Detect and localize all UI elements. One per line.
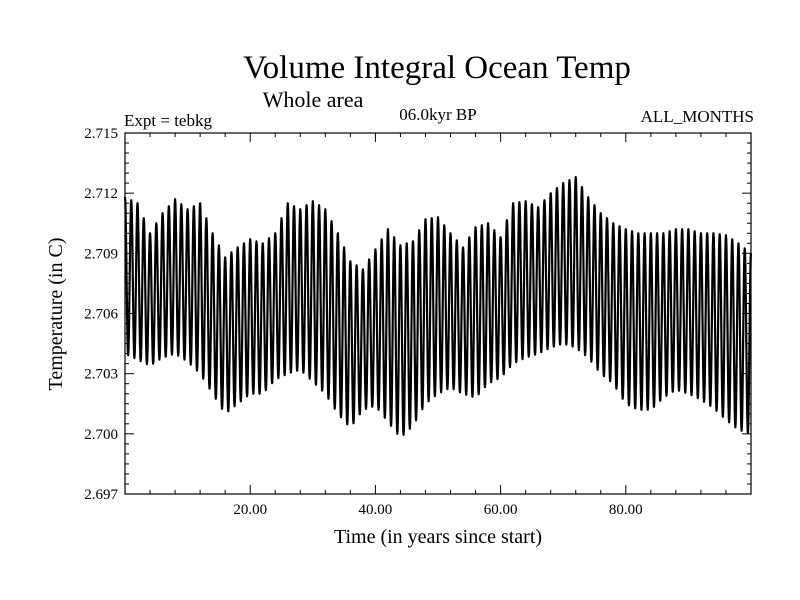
y-tick-label: 2.709	[84, 246, 118, 262]
x-tick-label: 60.00	[484, 502, 518, 518]
experiment-label: Expt = tebkg	[124, 111, 212, 130]
x-tick-label: 20.00	[233, 502, 267, 518]
y-tick-label: 2.712	[84, 186, 118, 202]
axis-ticks	[124, 132, 752, 495]
y-axis-label: Temperature (in C)	[45, 238, 67, 391]
y-tick-label: 2.697	[84, 487, 118, 503]
plot-frame	[124, 132, 752, 495]
months-label: ALL_MONTHS	[641, 107, 754, 126]
y-tick-labels: 2.697 2.700 2.703 2.706 2.709 2.712 2.715	[84, 126, 118, 503]
x-tick-label: 40.00	[359, 502, 393, 518]
series-line	[123, 176, 753, 436]
x-tick-labels: 20.00 40.00 60.00 80.00	[233, 502, 642, 518]
y-tick-label: 2.703	[84, 367, 118, 383]
chart-subtitle: Whole area	[263, 87, 364, 112]
chart-title: Volume Integral Ocean Temp	[243, 50, 631, 86]
x-axis-label: Time (in years since start)	[334, 526, 542, 548]
period-label: 06.0kyr BP	[399, 105, 476, 124]
x-tick-label: 80.00	[609, 502, 643, 518]
y-tick-label: 2.700	[84, 427, 118, 443]
y-tick-label: 2.706	[84, 307, 118, 323]
y-tick-label: 2.715	[84, 126, 118, 142]
